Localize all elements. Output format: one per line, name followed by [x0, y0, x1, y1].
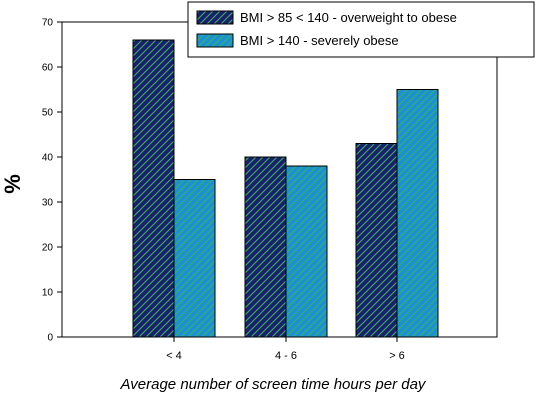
x-tick-label: > 6 — [389, 350, 405, 362]
x-axis: < 4 4 - 6 > 6 — [166, 337, 405, 362]
bar-severely-obese — [285, 165, 328, 338]
legend-label: BMI > 140 - severely obese — [240, 33, 399, 48]
x-tick-label: 4 - 6 — [275, 350, 297, 362]
y-tick-label: 10 — [42, 288, 54, 299]
bar-severely-obese — [396, 89, 439, 338]
legend-swatch — [196, 10, 234, 25]
y-tick-label: 40 — [42, 153, 54, 164]
bars — [132, 39, 439, 338]
y-tick-label: 20 — [42, 243, 54, 254]
bar-hatch — [244, 156, 287, 338]
bar-hatch — [396, 89, 439, 338]
y-axis: 0 10 20 30 40 50 60 70 — [42, 18, 62, 344]
bar-overweight — [132, 39, 175, 338]
y-tick-label: 50 — [42, 108, 54, 119]
y-tick-label: 0 — [47, 333, 53, 344]
bar-overweight — [244, 156, 287, 338]
y-tick-label: 60 — [42, 63, 54, 74]
y-axis-label: % — [0, 174, 25, 194]
bar-severely-obese — [173, 179, 216, 338]
legend-label: BMI > 85 < 140 - overweight to obese — [240, 10, 457, 25]
bar-hatch — [285, 165, 328, 338]
bar-hatch — [355, 143, 398, 338]
legend-box — [187, 1, 535, 58]
bar-hatch — [173, 179, 216, 338]
legend: BMI > 85 < 140 - overweight to obese BMI … — [187, 1, 535, 58]
x-tick-label: < 4 — [166, 350, 182, 362]
x-axis-label: Average number of screen time hours per … — [120, 376, 427, 393]
bar-overweight — [355, 143, 398, 338]
y-tick-label: 30 — [42, 198, 54, 209]
y-tick-label: 70 — [42, 18, 54, 29]
legend-swatch — [196, 33, 234, 48]
bar-hatch — [132, 39, 175, 338]
